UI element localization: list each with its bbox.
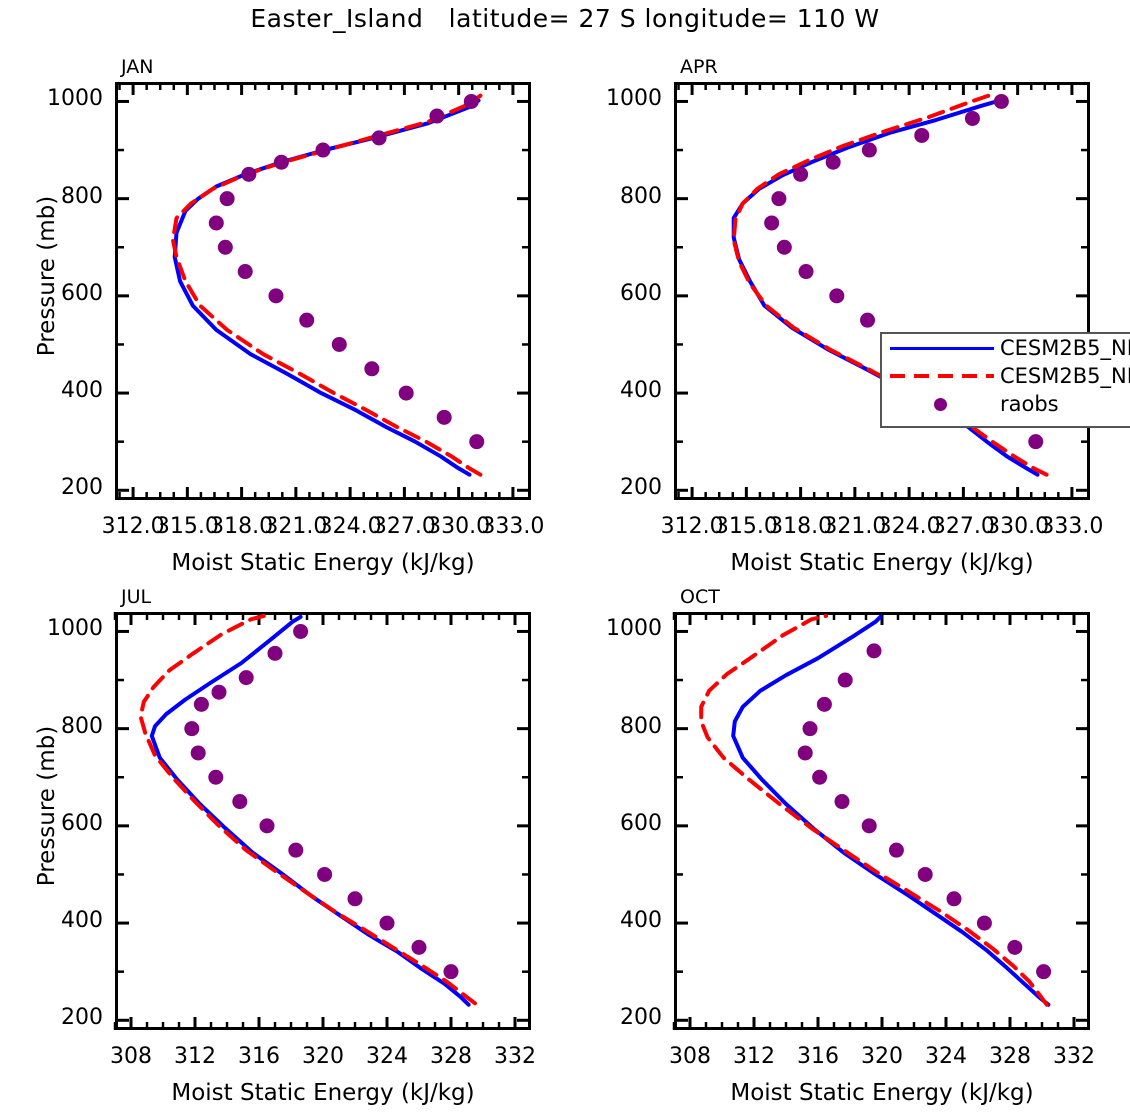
x-tick-label: 315.0 <box>714 514 778 539</box>
x-tick-label: 308 <box>669 1044 711 1069</box>
y-tick-label: 1000 <box>47 616 103 642</box>
x-tick-label: 312.0 <box>101 514 165 539</box>
x-tick-label: 320 <box>861 1044 903 1069</box>
legend-label-series2: CESM2B5_NFPTA <box>1000 364 1130 388</box>
x-tick-label: 308 <box>110 1044 152 1069</box>
x-tick-label: 327.0 <box>372 514 436 539</box>
y-tick-label: 800 <box>61 713 103 739</box>
y-tick-label: 600 <box>620 810 662 836</box>
y-tick-label: 200 <box>620 475 662 501</box>
x-axis-title: Moist Static Energy (kJ/kg) <box>730 550 1034 576</box>
y-tick-label: 800 <box>620 713 662 739</box>
x-tick-label: 321.0 <box>264 514 328 539</box>
x-tick-label: 333.0 <box>481 514 545 539</box>
y-tick-label: 400 <box>620 378 662 404</box>
legend-item-series1[interactable]: CESM2B5_NFPTA <box>882 334 1130 362</box>
panel-title-jan: JAN <box>121 56 154 78</box>
x-tick-label: 318.0 <box>769 514 833 539</box>
x-tick-label: 332 <box>1053 1044 1095 1069</box>
x-tick-label: 312 <box>174 1044 216 1069</box>
x-tick-label: 328 <box>989 1044 1031 1069</box>
y-tick-label: 800 <box>61 183 103 209</box>
x-axis-title: Moist Static Energy (kJ/kg) <box>730 1080 1034 1106</box>
x-tick-label: 330.0 <box>986 514 1050 539</box>
y-tick-label: 400 <box>620 908 662 934</box>
panel-title-oct: OCT <box>680 586 720 608</box>
legend-label-series1: CESM2B5_NFPTA <box>1000 336 1130 360</box>
panel-title-apr: APR <box>680 56 718 78</box>
legend-item-series2[interactable]: CESM2B5_NFPTA <box>882 362 1130 390</box>
x-tick-label: 332 <box>494 1044 536 1069</box>
x-tick-label: 318.0 <box>210 514 274 539</box>
y-tick-label: 800 <box>620 183 662 209</box>
x-tick-label: 312.0 <box>660 514 724 539</box>
x-tick-label: 315.0 <box>155 514 219 539</box>
x-tick-label: 324 <box>925 1044 967 1069</box>
figure-title: Easter_Island latitude= 27 S longitude= … <box>250 4 880 33</box>
x-tick-label: 324.0 <box>877 514 941 539</box>
x-tick-label: 328 <box>430 1044 472 1069</box>
y-tick-label: 200 <box>61 475 103 501</box>
x-tick-label: 316 <box>238 1044 280 1069</box>
y-tick-label: 600 <box>61 280 103 306</box>
x-tick-label: 324 <box>366 1044 408 1069</box>
y-tick-label: 600 <box>620 280 662 306</box>
legend-swatch-solid-line <box>882 334 1000 362</box>
legend-swatch-marker-dot <box>882 390 1000 418</box>
y-tick-label: 400 <box>61 908 103 934</box>
x-axis-title: Moist Static Energy (kJ/kg) <box>171 1080 475 1106</box>
plot-area-oct <box>674 612 1090 1030</box>
y-tick-label: 1000 <box>47 86 103 112</box>
legend: CESM2B5_NFPTA CESM2B5_NFPTA raobs <box>880 332 1130 428</box>
x-tick-label: 330.0 <box>427 514 491 539</box>
y-tick-label: 200 <box>620 1005 662 1031</box>
x-tick-label: 312 <box>733 1044 775 1069</box>
x-tick-label: 327.0 <box>931 514 995 539</box>
legend-swatch-dashed-line <box>882 362 1000 390</box>
x-tick-label: 333.0 <box>1040 514 1104 539</box>
y-tick-label: 1000 <box>606 86 662 112</box>
x-axis-title: Moist Static Energy (kJ/kg) <box>171 550 475 576</box>
legend-label-raobs: raobs <box>1000 392 1059 416</box>
y-tick-label: 400 <box>61 378 103 404</box>
panel-title-jul: JUL <box>121 586 152 608</box>
x-tick-label: 324.0 <box>318 514 382 539</box>
y-tick-label: 1000 <box>606 616 662 642</box>
y-tick-label: 600 <box>61 810 103 836</box>
x-tick-label: 321.0 <box>823 514 887 539</box>
legend-item-raobs[interactable]: raobs <box>882 390 1130 418</box>
x-tick-label: 316 <box>797 1044 839 1069</box>
y-tick-label: 200 <box>61 1005 103 1031</box>
x-tick-label: 320 <box>302 1044 344 1069</box>
